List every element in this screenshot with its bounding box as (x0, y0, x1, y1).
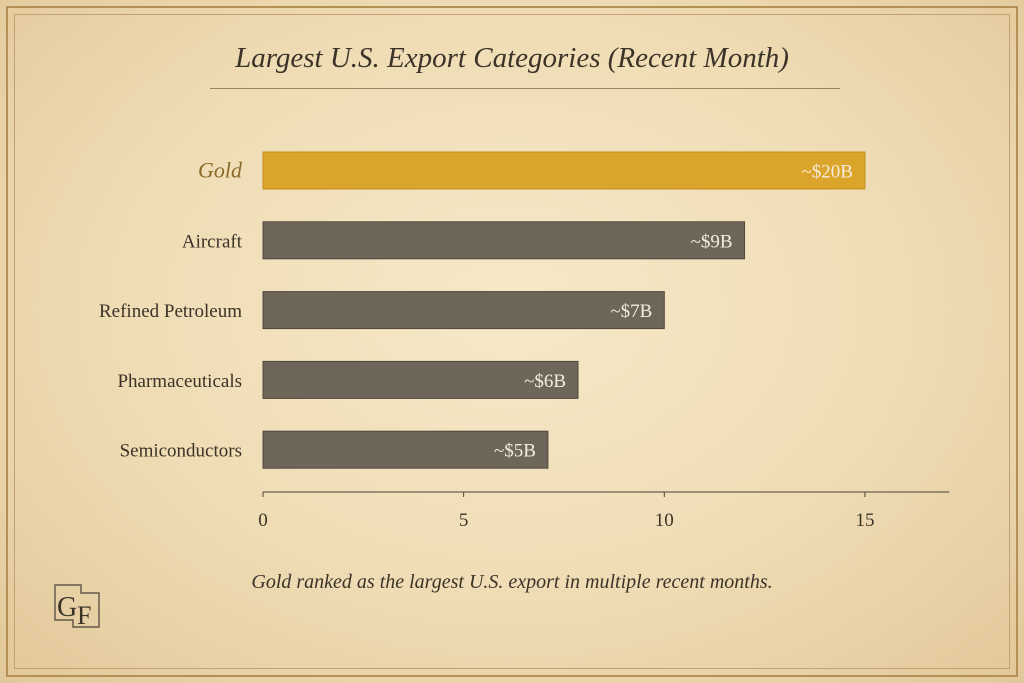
x-tick-label: 15 (855, 510, 874, 531)
bar-gold (262, 151, 866, 190)
data-label: ~$5B (494, 441, 536, 462)
x-tick-label: 10 (655, 510, 674, 531)
chart-caption: Gold ranked as the largest U.S. export i… (251, 571, 773, 593)
bar-refined-petroleum (262, 291, 665, 330)
svg-text:F: F (77, 601, 91, 628)
gf-logo: G F (54, 584, 100, 628)
bar-semiconductors (262, 430, 549, 469)
category-label: Gold (198, 158, 243, 183)
data-label: ~$9B (691, 231, 733, 252)
svg-text:G: G (57, 592, 77, 623)
bar-pharmaceuticals (262, 360, 579, 399)
chart-title: Largest U.S. Export Categories (Recent M… (235, 42, 789, 74)
category-label: Semiconductors (120, 441, 242, 462)
outer-border (6, 6, 1018, 677)
bar-aircraft (262, 221, 746, 260)
inner-border (14, 14, 1010, 669)
x-tick-label: 0 (258, 510, 268, 531)
data-label: ~$20B (801, 162, 852, 183)
data-label: ~$6B (524, 371, 566, 392)
x-tick-label: 5 (459, 510, 469, 531)
category-label: Pharmaceuticals (117, 371, 242, 392)
category-label: Aircraft (182, 231, 243, 252)
title-divider (210, 88, 840, 89)
category-label: Refined Petroleum (99, 301, 242, 322)
data-label: ~$7B (610, 301, 652, 322)
